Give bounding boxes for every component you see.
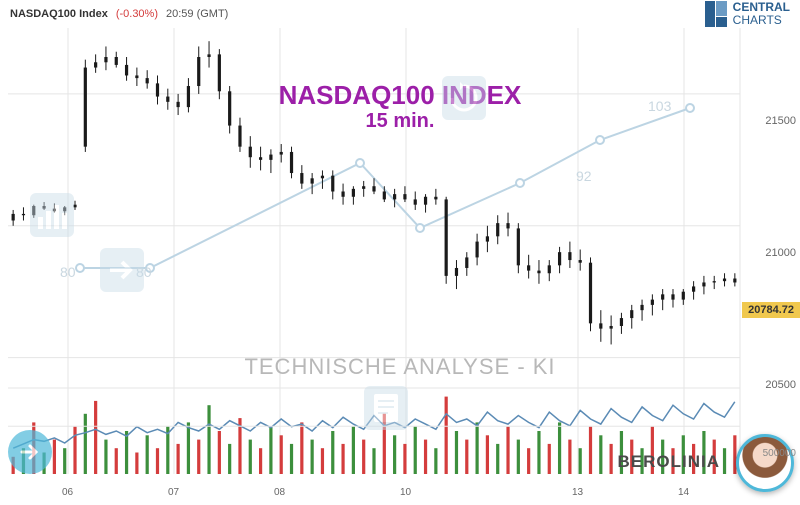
y-tick-label: 21500 bbox=[765, 115, 796, 127]
watermark-number: 92 bbox=[576, 168, 592, 184]
watermark-doc-icon bbox=[364, 386, 408, 430]
watermark-number: 103 bbox=[648, 98, 671, 114]
logo-icon bbox=[705, 1, 727, 27]
logo-text: CENTRAL CHARTS bbox=[733, 1, 790, 26]
volume-y-label: 500000 bbox=[763, 448, 796, 459]
x-tick-label: 10 bbox=[400, 487, 411, 498]
avatar-icon[interactable] bbox=[736, 434, 794, 492]
header-bar: NASDAQ100 Index (-0.30%) 20:59 (GMT) CEN… bbox=[0, 0, 800, 28]
nav-arrow-button[interactable] bbox=[8, 430, 52, 474]
timestamp: 20:59 (GMT) bbox=[166, 8, 228, 20]
arrow-right-icon bbox=[16, 438, 44, 466]
header-left: NASDAQ100 Index (-0.30%) 20:59 (GMT) bbox=[10, 8, 228, 20]
watermark-number: 80 bbox=[60, 264, 76, 280]
instrument-title: NASDAQ100 Index bbox=[10, 8, 108, 20]
x-tick-label: 08 bbox=[274, 487, 285, 498]
x-tick-label: 14 bbox=[678, 487, 689, 498]
chart-container: NASDAQ100 INDEX 15 min. TECHNISCHE ANALY… bbox=[0, 28, 800, 500]
y-tick-label: 21000 bbox=[765, 247, 796, 259]
footer-brand: BEROLINIA bbox=[618, 452, 721, 472]
x-tick-label: 07 bbox=[168, 487, 179, 498]
x-tick-label: 06 bbox=[62, 487, 73, 498]
y-tick-label: 20500 bbox=[765, 379, 796, 391]
watermark-refresh-icon bbox=[442, 76, 486, 120]
watermark-chart-icon bbox=[30, 193, 74, 237]
central-charts-logo: CENTRAL CHARTS bbox=[705, 1, 790, 27]
current-price-label: 20784.72 bbox=[742, 302, 800, 318]
x-tick-label: 13 bbox=[572, 487, 583, 498]
pct-change: (-0.30%) bbox=[116, 8, 158, 20]
watermark-arrow-icon bbox=[100, 248, 144, 292]
